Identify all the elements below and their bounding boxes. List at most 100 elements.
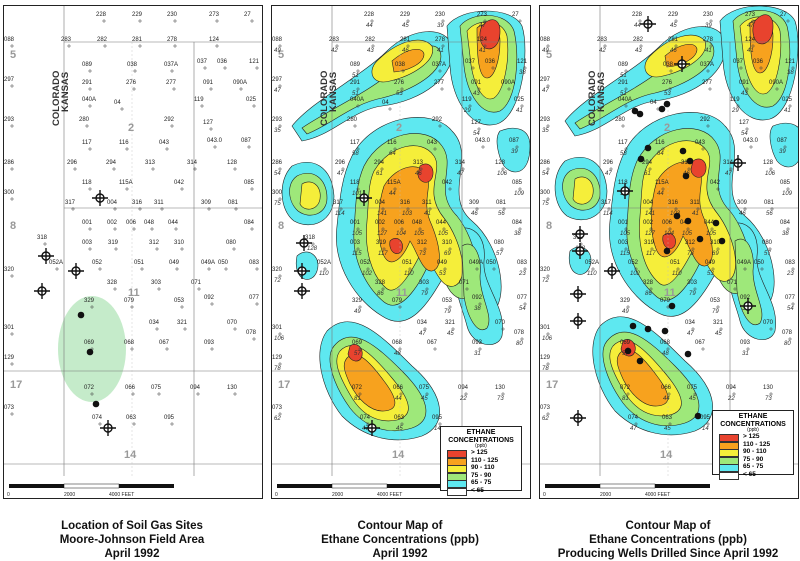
site-label: 049A xyxy=(201,260,215,266)
soil-gas-site: 074 xyxy=(92,415,103,426)
soil-gas-site: 067 xyxy=(427,340,438,351)
soil-gas-site: 297 47 xyxy=(272,77,283,94)
site-cross-icon xyxy=(745,87,749,91)
site-cross-icon xyxy=(311,242,315,246)
soil-gas-site: 001 105 xyxy=(618,220,631,237)
site-value: 42 xyxy=(331,48,338,54)
site-label: 127 xyxy=(739,120,750,126)
soil-gas-site: 038 xyxy=(663,62,674,73)
site-cross-icon xyxy=(358,347,362,351)
site-label: 084 xyxy=(780,220,791,226)
site-value: 75 xyxy=(274,201,281,207)
site-label: 280 xyxy=(615,117,626,123)
site-label: 053 xyxy=(174,298,185,304)
soil-gas-site: 040A xyxy=(618,97,632,108)
soil-gas-site: 319 117 xyxy=(644,240,656,257)
site-label: 294 xyxy=(106,160,117,166)
site-label: 081 xyxy=(496,200,507,206)
site-cross-icon xyxy=(10,332,14,336)
site-value: 38 xyxy=(787,70,794,76)
site-value: 73 xyxy=(765,396,772,402)
site-label: 329 xyxy=(84,298,95,304)
site-label: 069 xyxy=(352,340,363,346)
soil-gas-site: 278 xyxy=(167,37,178,48)
site-cross-icon xyxy=(393,147,397,151)
site-value: 57 xyxy=(764,251,771,257)
site-label: 115A xyxy=(387,180,401,186)
soil-gas-site: 085 109 xyxy=(780,180,793,197)
site-cross-icon xyxy=(477,87,481,91)
site-cross-icon xyxy=(425,392,429,396)
soil-gas-site: 276 xyxy=(126,80,137,91)
soil-gas-site: 309 46 xyxy=(737,200,748,217)
site-label: 314 xyxy=(723,160,734,166)
soil-gas-site: 002 xyxy=(107,220,118,231)
soil-gas-site: 281 46 xyxy=(668,37,679,54)
site-cross-icon xyxy=(67,44,71,48)
site-label: 301 xyxy=(272,325,283,331)
site-cross-icon xyxy=(366,422,370,426)
site-cross-icon xyxy=(786,19,790,23)
well-symbol-icon xyxy=(674,56,690,72)
site-value: 64 xyxy=(389,151,396,157)
soil-gas-site: 115A xyxy=(119,180,133,191)
soil-gas-site: 297 xyxy=(4,77,15,88)
site-label: 276 xyxy=(662,80,673,86)
site-cross-icon xyxy=(716,187,720,191)
site-cross-icon xyxy=(708,87,712,91)
scale-label: 4000 FEET xyxy=(645,492,670,498)
site-value: 35 xyxy=(274,128,281,134)
site-value: 47 xyxy=(747,23,754,29)
soil-gas-site: 294 61 xyxy=(642,160,653,177)
site-value: 31 xyxy=(742,351,749,357)
soil-gas-site: 090A xyxy=(501,80,515,91)
soil-gas-site: 051 xyxy=(134,260,145,271)
well-dot-icon xyxy=(658,105,666,113)
site-value: 44 xyxy=(395,396,402,402)
site-value: 47 xyxy=(605,171,612,177)
site-cross-icon xyxy=(183,327,187,331)
well-symbol-icon xyxy=(296,235,312,251)
site-cross-icon xyxy=(180,305,184,309)
ethane-contour-region xyxy=(479,19,501,50)
site-value: 46 xyxy=(670,48,677,54)
site-cross-icon xyxy=(483,19,487,23)
site-cross-icon xyxy=(398,305,402,309)
well-dot-icon xyxy=(636,110,644,118)
site-cross-icon xyxy=(252,104,256,108)
site-label: 037A xyxy=(700,62,714,68)
site-label: 070 xyxy=(495,320,506,326)
ethane-contour-region xyxy=(572,176,594,205)
site-label: 292 xyxy=(432,117,443,123)
well-symbol-icon xyxy=(34,283,50,299)
site-label: 043 xyxy=(427,140,438,146)
site-cross-icon xyxy=(250,187,254,191)
site-value: 39 xyxy=(511,149,518,155)
site-label: 281 xyxy=(400,37,411,43)
site-label: 025 xyxy=(782,97,793,103)
soil-gas-site: 311 41 xyxy=(422,200,432,217)
site-label: 115A xyxy=(655,180,669,186)
site-label: 116 xyxy=(119,140,129,146)
site-label: 319 xyxy=(644,240,655,246)
site-cross-icon xyxy=(380,167,384,171)
site-label: 092 xyxy=(740,295,751,301)
site-cross-icon xyxy=(711,267,715,271)
site-value: 47 xyxy=(419,331,426,337)
legend-label: 110 - 125 xyxy=(743,440,771,448)
site-cross-icon xyxy=(751,44,755,48)
site-cross-icon xyxy=(155,327,159,331)
site-label: 091 xyxy=(471,80,482,86)
panel-ethane-wells: 5 2 8 11 17 14 COLORADO KANSAS 228 44 229 45 230 39 27… xyxy=(539,5,799,499)
soil-gas-site: 087 39 xyxy=(509,138,520,155)
site-label: 128 xyxy=(495,160,506,166)
soil-gas-site: 320 72 xyxy=(272,267,283,284)
site-label: 090A xyxy=(769,80,783,86)
site-cross-icon xyxy=(706,124,710,128)
site-cross-icon xyxy=(10,124,14,128)
scale-label: 2000 xyxy=(332,492,343,498)
site-label: 095 xyxy=(164,415,175,421)
section-number: 8 xyxy=(546,220,552,232)
site-cross-icon xyxy=(356,87,360,91)
